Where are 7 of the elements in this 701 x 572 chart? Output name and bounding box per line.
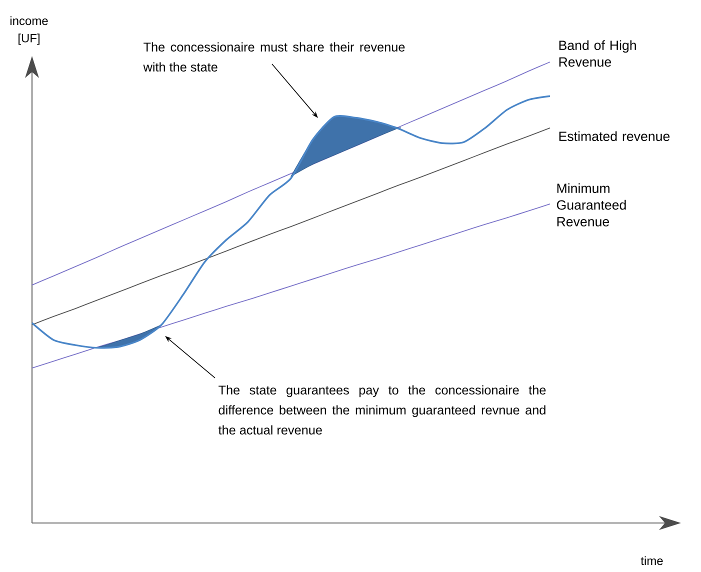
y-axis-title: income [UF] bbox=[10, 16, 48, 45]
series-label: Band of High Revenue bbox=[559, 40, 636, 67]
annotation: The concessionaire must share their revenue with the state bbox=[143, 42, 405, 72]
annotation: The state guarantees pay to the concessionaire the difference between the minimum guaranteed revnue and the actual revenue bbox=[218, 385, 546, 435]
series-label: Estimated revenue bbox=[559, 131, 670, 142]
text: time bbox=[640, 556, 663, 566]
series-label: Minimum Guaranteed Revenue bbox=[556, 183, 626, 226]
